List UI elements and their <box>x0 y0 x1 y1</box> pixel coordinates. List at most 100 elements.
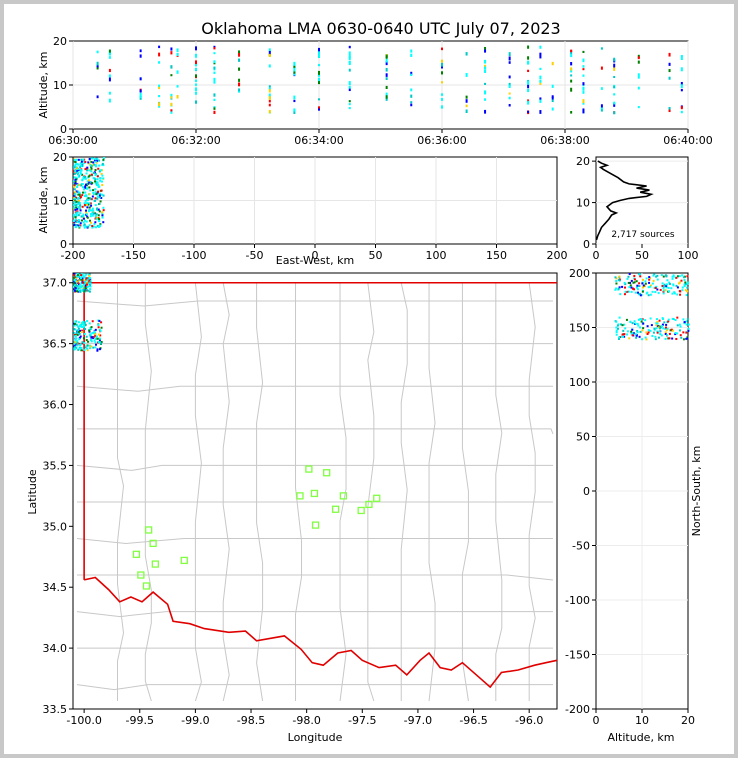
plan-view-source <box>84 282 87 285</box>
east-west-source <box>73 206 76 209</box>
east-west-source <box>85 172 88 175</box>
plan-view-source <box>74 328 77 331</box>
north-south-source <box>631 322 634 325</box>
time-height-source <box>318 47 320 52</box>
north-south-source <box>678 323 681 326</box>
east-west-source <box>73 173 76 176</box>
east-west-source <box>81 194 84 197</box>
east-west-source <box>77 175 80 178</box>
lma-station-marker <box>142 582 151 590</box>
north-south-source <box>658 319 661 322</box>
north-south-source <box>640 320 643 323</box>
east-west-source <box>75 212 78 215</box>
east-west-source <box>75 223 78 226</box>
time-height-source <box>96 66 99 70</box>
north-south-source <box>624 290 627 293</box>
north-south-source <box>641 329 644 332</box>
east-west-source <box>73 185 76 188</box>
plan-view-source <box>81 274 84 277</box>
north-south-source <box>623 323 626 326</box>
east-west-source <box>90 165 93 168</box>
north-south-source <box>652 274 655 277</box>
north-south-source <box>665 329 668 332</box>
north-south-source <box>633 281 636 284</box>
east-west-source <box>90 160 93 163</box>
plan-view-source <box>86 289 89 292</box>
east-west-source <box>84 160 87 163</box>
time-height-source <box>170 47 173 51</box>
east-west-source <box>84 175 87 178</box>
east-west-source <box>93 199 96 202</box>
plan-view-source <box>77 321 80 324</box>
plan-view-source <box>75 337 78 340</box>
east-west-source <box>77 167 80 170</box>
east-west-source <box>84 219 87 222</box>
east-west-source <box>84 168 87 171</box>
time-height-xtick-label: 06:30:00 <box>48 134 97 147</box>
east-west-xticks: -200 -150 -100 -50 0 50 100 150 200 <box>61 244 568 262</box>
north-south-source <box>615 279 618 282</box>
east-west-source <box>84 225 87 228</box>
north-south-source <box>671 292 674 295</box>
east-west-source <box>95 165 98 168</box>
east-west-source <box>102 164 105 167</box>
east-west-source <box>87 179 90 182</box>
east-west-source <box>81 179 84 182</box>
time-height-source <box>348 54 351 59</box>
east-west-source <box>73 170 76 173</box>
north-south-source <box>662 285 665 288</box>
east-west-source <box>95 208 98 211</box>
plan-view-source <box>74 279 77 282</box>
plan-view-source <box>85 335 88 338</box>
plan-view-source <box>76 342 79 345</box>
lma-station-marker <box>331 505 340 513</box>
histogram-profile-line <box>595 160 654 241</box>
time-height-source <box>268 93 271 97</box>
north-south-source <box>681 289 684 292</box>
north-south-source <box>675 337 678 340</box>
lma-station-marker <box>305 465 313 473</box>
east-west-source <box>73 207 76 210</box>
north-south-source <box>641 338 644 341</box>
county-line <box>222 282 230 702</box>
east-west-source <box>98 170 101 173</box>
east-west-source <box>83 202 86 205</box>
county-boundaries <box>76 282 554 702</box>
east-west-source <box>78 199 81 202</box>
north-south-source <box>628 286 631 289</box>
time-height-source <box>484 109 487 114</box>
east-west-source <box>75 219 78 222</box>
time-height-source <box>527 56 530 60</box>
time-height-source <box>613 63 616 68</box>
north-south-source <box>681 274 684 277</box>
north-south-source <box>662 275 665 278</box>
plan-view-source <box>73 284 76 287</box>
time-height-source <box>385 85 388 89</box>
plan-view-source <box>83 332 86 335</box>
north-south-source <box>668 282 671 285</box>
east-west-source <box>89 215 92 218</box>
north-south-source <box>623 293 626 296</box>
plan-view-source <box>77 285 80 288</box>
north-south-source <box>618 336 621 339</box>
time-height-source <box>318 98 320 101</box>
north-south-source <box>658 327 661 330</box>
time-height-source <box>508 82 511 87</box>
east-west-source <box>102 157 105 160</box>
north-south-source <box>684 281 687 284</box>
east-west-source <box>88 224 91 227</box>
time-height-source <box>484 46 487 50</box>
north-south-source <box>635 334 638 337</box>
north-south-source <box>666 334 669 337</box>
plan-view-source <box>91 336 94 339</box>
time-height-source <box>139 54 142 58</box>
east-west-source <box>79 224 82 227</box>
north-south-source <box>662 327 665 330</box>
north-south-source <box>671 275 674 278</box>
east-west-source <box>77 158 80 161</box>
time-height-source <box>293 73 296 76</box>
time-height-source <box>441 47 443 51</box>
plan-view-source <box>86 344 89 347</box>
plan-view-source <box>79 343 82 346</box>
